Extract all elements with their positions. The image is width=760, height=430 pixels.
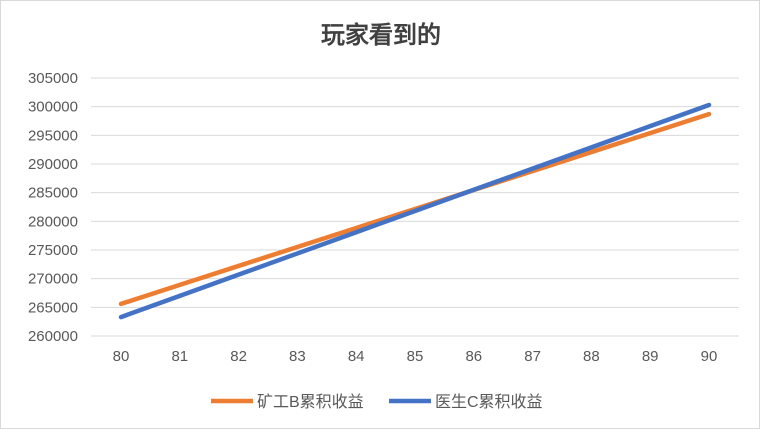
series-line [118,102,712,320]
y-tick-label: 285000 [28,185,78,202]
y-tick-label: 265000 [28,299,78,316]
x-tick-label: 86 [465,348,482,365]
x-tick-label: 87 [524,348,541,365]
y-tick-label: 280000 [28,213,78,230]
x-tick-label: 84 [348,348,365,365]
y-tick-label: 260000 [28,328,78,345]
x-tick-label: 89 [642,348,659,365]
x-tick-label: 81 [171,348,188,365]
x-tick-label: 82 [230,348,247,365]
y-tick-label: 300000 [28,99,78,116]
y-tick-label: 295000 [28,127,78,144]
y-tick-label: 305000 [28,70,78,87]
y-tick-label: 290000 [28,156,78,173]
y-tick-label: 270000 [28,271,78,288]
x-tick-label: 90 [701,348,718,365]
legend-label: 医生C累积收益 [435,393,543,411]
x-tick-label: 83 [289,348,306,365]
x-tick-label: 80 [113,348,130,365]
x-tick-label: 85 [407,348,424,365]
chart-title: 玩家看到的 [321,21,441,49]
y-tick-label: 275000 [28,242,78,259]
x-tick-label: 88 [583,348,600,365]
legend-label: 矿工B累积收益 [257,393,364,411]
